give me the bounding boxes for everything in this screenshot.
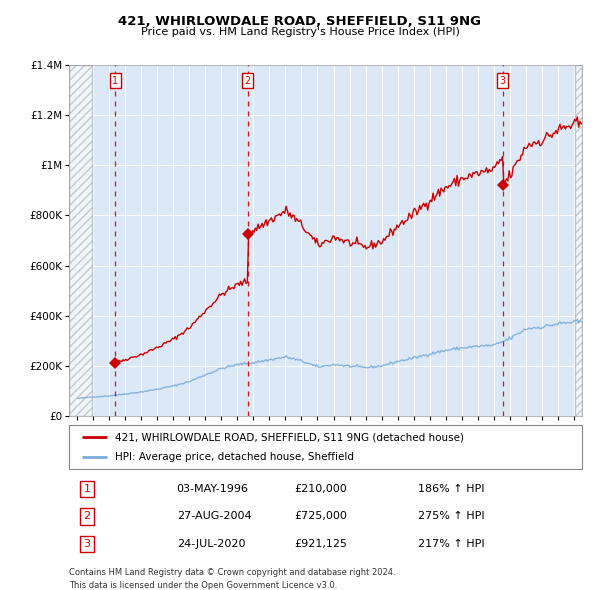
Text: £921,125: £921,125 (295, 539, 348, 549)
Text: Price paid vs. HM Land Registry's House Price Index (HPI): Price paid vs. HM Land Registry's House … (140, 27, 460, 37)
Text: Contains HM Land Registry data © Crown copyright and database right 2024.: Contains HM Land Registry data © Crown c… (69, 568, 395, 577)
Text: 03-MAY-1996: 03-MAY-1996 (177, 484, 249, 494)
Text: 186% ↑ HPI: 186% ↑ HPI (418, 484, 484, 494)
Text: 275% ↑ HPI: 275% ↑ HPI (418, 512, 484, 522)
Text: 2: 2 (245, 76, 251, 86)
Text: 27-AUG-2004: 27-AUG-2004 (177, 512, 251, 522)
Bar (69, 65, 92, 416)
Text: 3: 3 (500, 76, 506, 86)
Text: 3: 3 (83, 539, 91, 549)
Text: HPI: Average price, detached house, Sheffield: HPI: Average price, detached house, Shef… (115, 452, 354, 461)
Text: 24-JUL-2020: 24-JUL-2020 (177, 539, 245, 549)
Text: This data is licensed under the Open Government Licence v3.0.: This data is licensed under the Open Gov… (69, 581, 337, 590)
Text: £210,000: £210,000 (295, 484, 347, 494)
Text: 1: 1 (83, 484, 91, 494)
Text: 421, WHIRLOWDALE ROAD, SHEFFIELD, S11 9NG: 421, WHIRLOWDALE ROAD, SHEFFIELD, S11 9N… (119, 15, 482, 28)
Text: 1: 1 (112, 76, 118, 86)
Text: £725,000: £725,000 (295, 512, 347, 522)
Bar (575, 65, 582, 416)
Text: 217% ↑ HPI: 217% ↑ HPI (418, 539, 484, 549)
Text: 421, WHIRLOWDALE ROAD, SHEFFIELD, S11 9NG (detached house): 421, WHIRLOWDALE ROAD, SHEFFIELD, S11 9N… (115, 432, 464, 442)
Text: 2: 2 (83, 512, 91, 522)
